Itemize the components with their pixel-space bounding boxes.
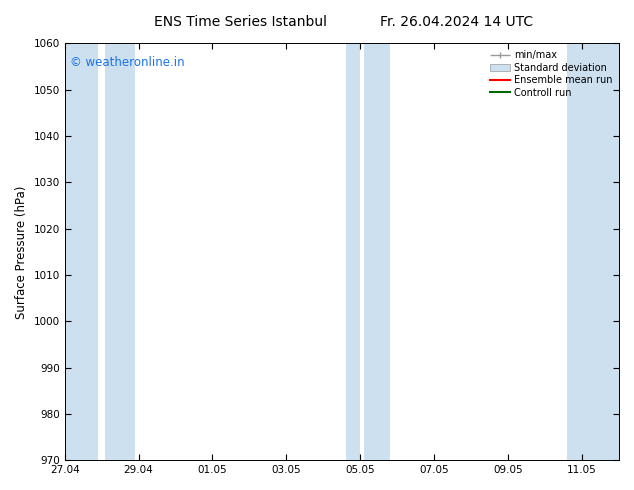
- Bar: [105, 44, 135, 460]
- Bar: [65, 44, 98, 460]
- Text: Fr. 26.04.2024 14 UTC: Fr. 26.04.2024 14 UTC: [380, 15, 533, 29]
- Bar: [364, 44, 390, 460]
- Bar: [567, 44, 619, 460]
- Text: ENS Time Series Istanbul: ENS Time Series Istanbul: [155, 15, 327, 29]
- Legend: min/max, Standard deviation, Ensemble mean run, Controll run: min/max, Standard deviation, Ensemble me…: [488, 49, 614, 99]
- Bar: [346, 44, 360, 460]
- Y-axis label: Surface Pressure (hPa): Surface Pressure (hPa): [15, 185, 28, 318]
- Text: © weatheronline.in: © weatheronline.in: [70, 56, 185, 69]
